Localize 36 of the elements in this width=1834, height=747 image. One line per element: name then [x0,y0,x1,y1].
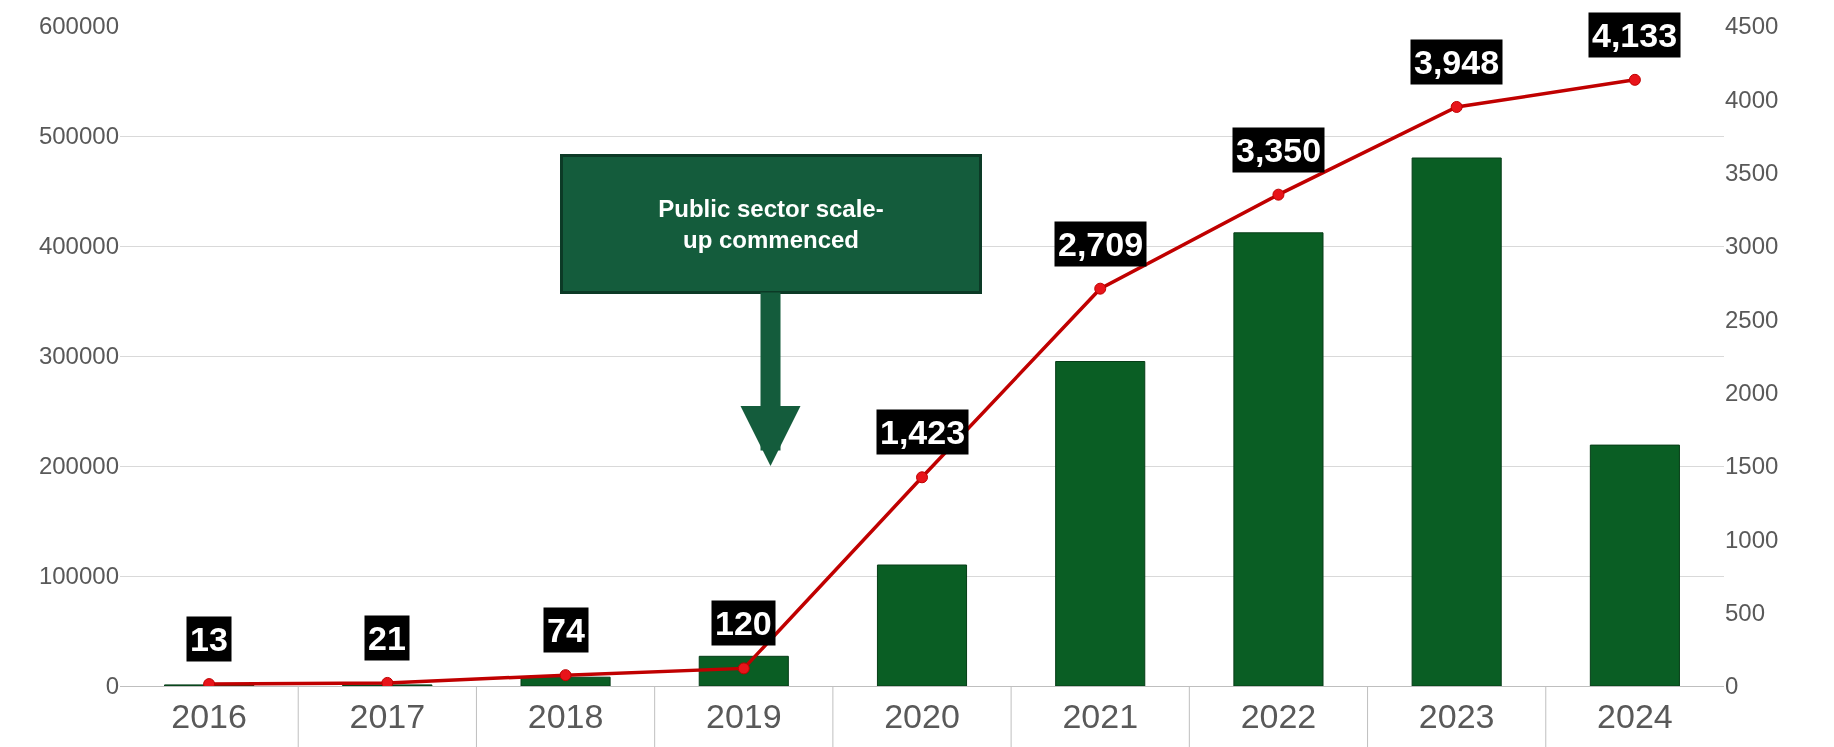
y2-tick-label: 1000 [1725,525,1779,553]
y-tick-label: 0 [105,672,119,700]
y-tick-label: 400000 [38,232,119,260]
data-label: 3,948 [1414,43,1500,81]
x-tick-label: 2023 [1418,696,1495,735]
data-label: 21 [368,619,406,657]
y2-tick-label: 4500 [1725,12,1779,40]
y2-tick-label: 4000 [1725,85,1779,113]
y2-tick-label: 500 [1725,599,1766,627]
data-label: 120 [715,604,772,642]
data-label: 74 [547,611,585,649]
annotation: Public sector scale- up commenced [658,195,884,254]
x-tick-label: 2018 [527,696,604,735]
y-tick-label: 200000 [38,452,119,480]
y2-tick-label: 2500 [1725,305,1779,333]
y-tick-label: 500000 [38,122,119,150]
x-tick-label: 2019 [705,696,782,735]
x-tick-label: 2017 [349,696,426,735]
x-tick-label: 2022 [1240,696,1317,735]
y-tick-label: 100000 [38,562,119,590]
data-label: 13 [190,620,228,658]
y2-tick-label: 1500 [1725,452,1779,480]
x-tick-label: 2021 [1062,696,1139,735]
y2-tick-label: 2000 [1725,379,1779,407]
data-label: 4,133 [1592,16,1678,54]
x-tick-label: 2016 [171,696,247,735]
data-label: 3,350 [1236,131,1322,169]
y2-tick-label: 3000 [1725,232,1779,260]
y2-tick-label: 0 [1725,672,1739,700]
data-label: 1,423 [880,413,966,451]
y-tick-label: 300000 [38,342,119,370]
y-tick-label: 600000 [38,12,119,40]
y2-tick-label: 3500 [1725,159,1779,187]
x-tick-label: 2020 [884,696,960,735]
data-label: 2,709 [1058,225,1144,263]
x-tick-label: 2024 [1597,696,1673,735]
